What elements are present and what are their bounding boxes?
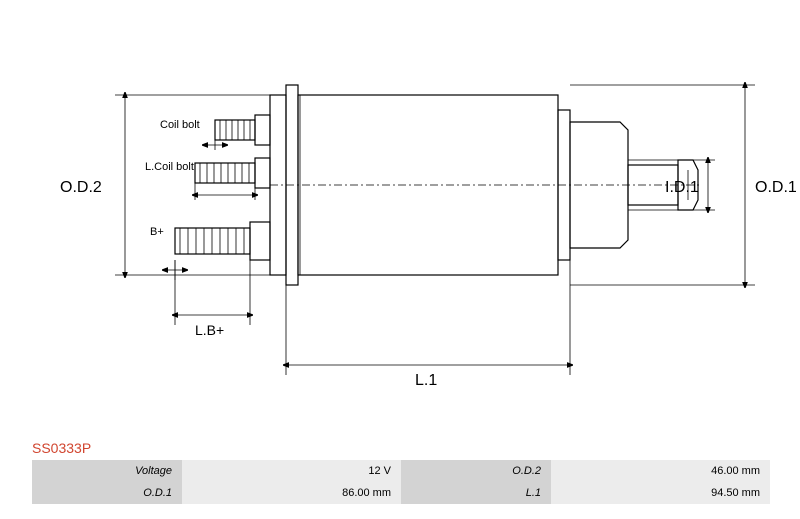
- lcoilbolt-label: L.Coil bolt: [145, 161, 194, 173]
- dim-id1-label: I.D.1: [665, 179, 699, 196]
- dim-lbplus-label: L.B+: [195, 322, 224, 338]
- part-number: SS0333P: [32, 440, 91, 456]
- technical-diagram: O.D.2 O.D.1 I.D.1 L.1 L.B+ B+ Coil bolt …: [0, 0, 800, 430]
- spec-label: Voltage: [32, 460, 182, 482]
- spec-value: 46.00 mm: [551, 460, 770, 482]
- spec-label: L.1: [401, 482, 551, 504]
- spec-table: Voltage 12 V O.D.2 46.00 mm O.D.1 86.00 …: [32, 460, 770, 504]
- bplus-label: B+: [150, 226, 164, 238]
- coilbolt-label: Coil bolt: [160, 119, 200, 131]
- spec-label: O.D.2: [401, 460, 551, 482]
- dim-od1-label: O.D.1: [755, 179, 797, 196]
- table-row: Voltage 12 V O.D.2 46.00 mm: [32, 460, 770, 482]
- dim-l1-label: L.1: [415, 372, 437, 389]
- spec-label: O.D.1: [32, 482, 182, 504]
- dim-od2-label: O.D.2: [60, 179, 102, 196]
- spec-value: 86.00 mm: [182, 482, 401, 504]
- spec-value: 94.50 mm: [551, 482, 770, 504]
- table-row: O.D.1 86.00 mm L.1 94.50 mm: [32, 482, 770, 504]
- spec-value: 12 V: [182, 460, 401, 482]
